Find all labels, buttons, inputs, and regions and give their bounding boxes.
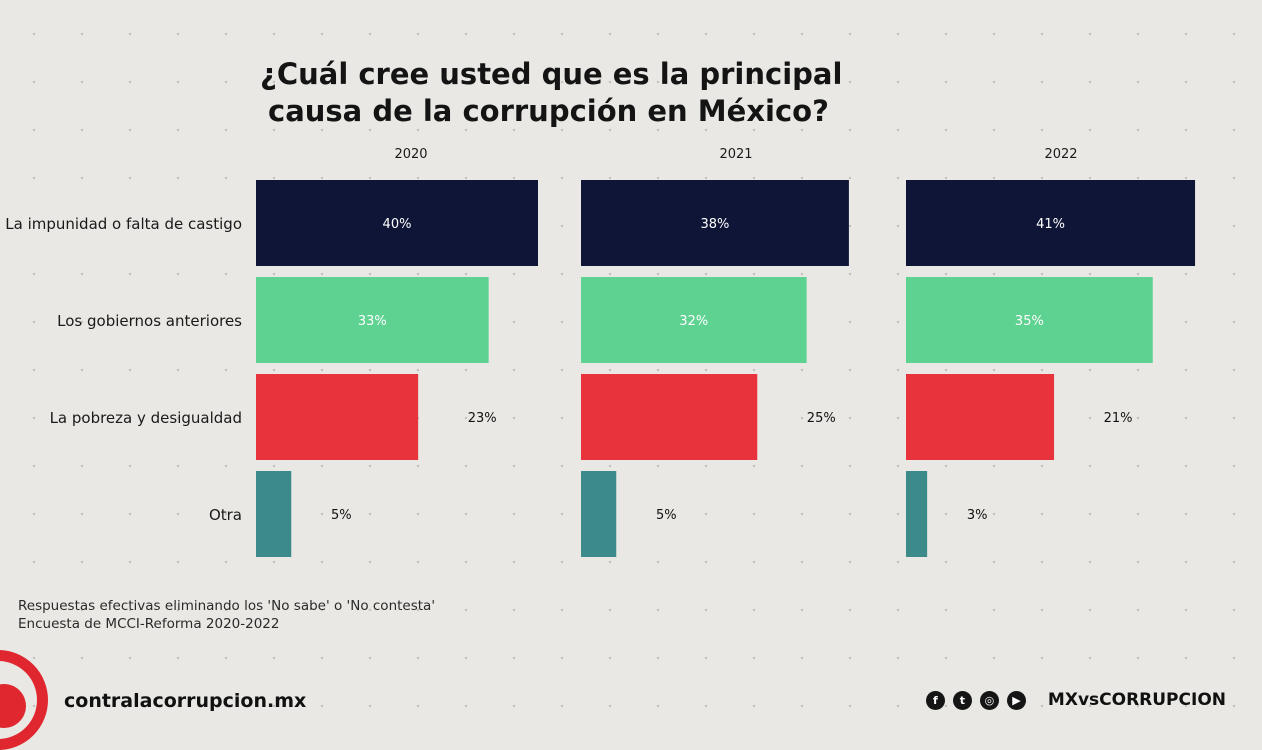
bar [581, 180, 849, 266]
title-line-1: ¿Cuál cree usted que es la principal [260, 57, 843, 91]
bar [581, 471, 617, 557]
panel-year-label: 2022 [1044, 147, 1077, 162]
bar [256, 374, 419, 460]
social-bar: f t ◎ ▶ MXvsCORRUPCION [925, 690, 1226, 710]
bar [256, 277, 489, 363]
panel-year-label: 2021 [719, 147, 752, 162]
category-label: La impunidad o falta de castigo [5, 215, 242, 233]
category-label: Los gobiernos anteriores [57, 312, 242, 330]
note-survey-source: Encuesta de MCCI-Reforma 2020-2022 [18, 616, 280, 632]
bar-value-label: 40% [383, 217, 412, 232]
bar-chart: La impunidad o falta de castigo Los gobie… [5, 147, 1196, 557]
bar [581, 277, 807, 363]
bar-value-label: 23% [468, 411, 497, 426]
bar-value-label: 25% [807, 411, 836, 426]
note-effective-responses: Respuestas efectivas eliminando los 'No … [18, 598, 436, 614]
bar [906, 180, 1196, 266]
bar [906, 277, 1153, 363]
website-link[interactable]: contralacorrupcion.mx [64, 690, 307, 712]
facebook-icon[interactable]: f [925, 690, 945, 710]
bar-value-label: 5% [656, 508, 677, 523]
bar-value-label: 38% [700, 217, 729, 232]
bar-value-label: 3% [967, 508, 988, 523]
category-label: Otra [209, 506, 242, 524]
bar [581, 374, 758, 460]
bar-value-label: 41% [1036, 217, 1065, 232]
title-line-2: causa de la corrupción en México? [268, 94, 829, 128]
bar [906, 374, 1055, 460]
bar [906, 471, 928, 557]
category-label: La pobreza y desigualdad [50, 409, 242, 427]
chart-title: ¿Cuál cree usted que es la principal cau… [260, 56, 1000, 130]
bar-value-label: 35% [1015, 314, 1044, 329]
social-handle[interactable]: MXvsCORRUPCION [1047, 690, 1226, 710]
youtube-icon[interactable]: ▶ [1006, 690, 1026, 710]
bar-value-label: 5% [331, 508, 352, 523]
instagram-icon[interactable]: ◎ [979, 690, 999, 710]
twitter-icon[interactable]: t [952, 690, 972, 710]
bar-value-label: 21% [1104, 411, 1133, 426]
bar [256, 471, 292, 557]
bar-value-label: 33% [358, 314, 387, 329]
bar-value-label: 32% [679, 314, 708, 329]
bar [256, 180, 538, 266]
panel-year-label: 2020 [394, 147, 427, 162]
